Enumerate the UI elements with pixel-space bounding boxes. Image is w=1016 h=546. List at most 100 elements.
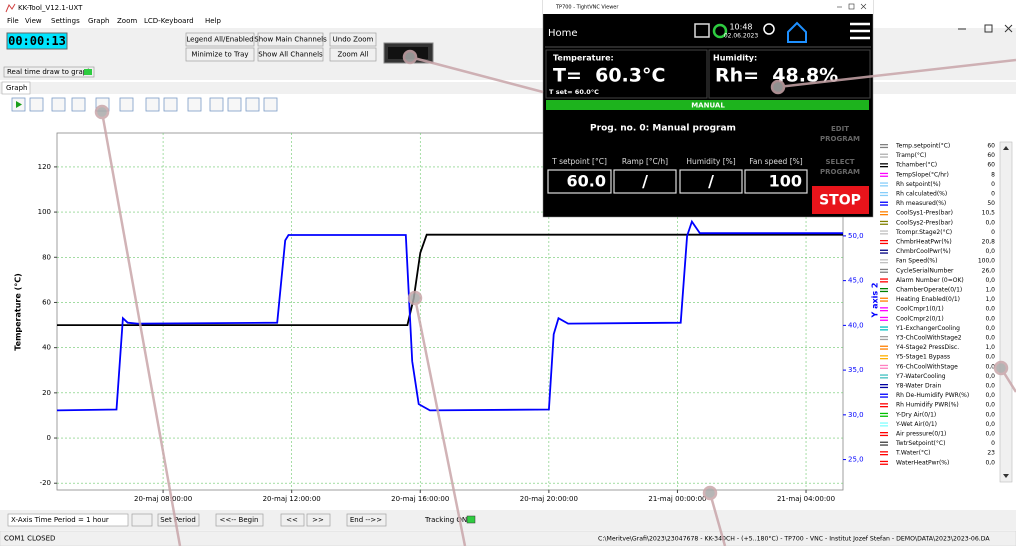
legend-name[interactable]: ChmbrHeatPwr(%) [896, 239, 952, 246]
legend-name[interactable]: WaterHeatPwr(%) [896, 459, 949, 466]
legend-swatch [880, 320, 888, 321]
legend-swatch [880, 269, 888, 270]
vnc-select[interactable]: SELECT [826, 158, 855, 166]
vnc-mode: MANUAL [691, 102, 725, 110]
legend-name[interactable]: Y5-Stage1 Bypass [895, 354, 950, 361]
legend-value: 0,0 [985, 411, 995, 418]
menu-item[interactable]: LCD-Keyboard [144, 17, 194, 25]
legend-name[interactable]: Rh setpoint(%) [896, 181, 941, 188]
legend-swatch [880, 384, 888, 385]
legend-swatch [880, 259, 888, 260]
period-spin[interactable] [132, 514, 152, 526]
legend-swatch [880, 243, 888, 244]
legend-swatch [880, 435, 888, 436]
y2-tick-label: 35,0 [848, 366, 864, 374]
vnc-field-label: Ramp [°C/h] [622, 157, 668, 166]
legend-swatch [880, 202, 888, 203]
legend-name[interactable]: Rh Humidify PWR(%) [896, 402, 959, 409]
legend-swatch [880, 166, 888, 167]
legend-name[interactable]: Y3-ChCoolWithStage2 [895, 335, 962, 342]
legend-name[interactable]: CoolCmpr2(0/1) [896, 315, 944, 322]
tool-icon[interactable] [264, 98, 277, 111]
legend-name[interactable]: Y-Wet Air(0/1) [895, 421, 937, 428]
legend-swatch [880, 173, 888, 174]
set-period-label: Set Period [160, 516, 196, 524]
legend-value: 0,0 [985, 277, 995, 284]
legend-value: 0,0 [985, 402, 995, 409]
legend-name[interactable]: Tramp(°C) [895, 152, 926, 159]
y-tick-label: 60 [42, 298, 51, 306]
toolbar-button-label: Legend All/Enabled [186, 36, 253, 44]
legend-name[interactable]: Tcompr.Stage2(°C) [895, 229, 952, 236]
menu-item[interactable]: Settings [51, 17, 80, 25]
tool-icon[interactable] [30, 98, 43, 111]
tool-icon[interactable] [120, 98, 133, 111]
legend-swatch [880, 425, 888, 426]
menu-item[interactable]: View [25, 17, 42, 25]
legend-value: 0,0 [985, 325, 995, 332]
legend-swatch [880, 444, 888, 445]
legend-name[interactable]: TwtrSetpoint(°C) [895, 440, 945, 447]
tool-icon[interactable] [246, 98, 259, 111]
vnc-program: Prog. no. 0: Manual program [590, 124, 736, 134]
legend-value: 100,0 [978, 258, 995, 265]
y2-tick-label: 50,0 [848, 232, 864, 240]
legend-scrollbar[interactable] [1000, 142, 1012, 482]
menu-item[interactable]: Help [205, 17, 222, 25]
app-window: KK-Tool_V12.1-UXT FileViewSettingsGraphZ… [0, 0, 1016, 546]
legend-swatch [880, 182, 888, 183]
vnc-field-label: Fan speed [%] [749, 157, 802, 166]
legend-value: 0 [991, 191, 995, 198]
legend-name[interactable]: Y8-Water Drain [895, 383, 941, 390]
legend-name[interactable]: T.Water(°C) [895, 450, 930, 457]
tracking-indicator[interactable] [467, 516, 475, 523]
toolbar-button-label: Minimize to Tray [191, 51, 248, 59]
legend-name[interactable]: Rh measured(%) [896, 200, 946, 207]
legend-name[interactable]: Y1-ExchangerCooling [895, 325, 960, 332]
legend-name[interactable]: CoolSys2-Pres(bar) [896, 219, 953, 226]
legend-swatch [880, 214, 888, 215]
y-axis-label: Temperature (°C) [14, 273, 23, 351]
legend-swatch [880, 403, 888, 404]
menu-item[interactable]: Zoom [117, 17, 137, 25]
tool-icon[interactable] [228, 98, 241, 111]
legend-name[interactable]: ChamberOperate(0/1) [896, 287, 962, 294]
vnc-edit[interactable]: PROGRAM [820, 135, 860, 143]
legend-name[interactable]: Alarm Number (0=OK) [896, 277, 964, 284]
legend-name[interactable]: Rh De-Humidify PWR(%) [896, 392, 969, 399]
legend-swatch [880, 422, 888, 423]
legend-name[interactable]: CoolCmpr1(0/1) [896, 306, 944, 313]
tool-icon[interactable] [52, 98, 65, 111]
legend-name[interactable]: Y-Dry Air(0/1) [895, 411, 936, 418]
legend-swatch [880, 240, 888, 241]
legend-name[interactable]: Y6-ChCoolWithStage [895, 363, 958, 370]
tool-icon[interactable] [72, 98, 85, 111]
legend-name[interactable]: Y4-Stage2 PressDisc. [895, 344, 959, 351]
legend-name[interactable]: CoolSys1-Pres(bar) [896, 210, 953, 217]
legend-name[interactable]: Rh calculated(%) [896, 191, 947, 198]
x-tick-label: 20-maj 16:00:00 [391, 495, 449, 503]
vnc-temp: T= 60.3°C [553, 65, 665, 87]
legend-value: 0,0 [985, 431, 995, 438]
legend-name[interactable]: Fan Speed(%) [896, 258, 937, 265]
x-tick-label: 21-maj 00:00:00 [648, 495, 706, 503]
vnc-edit[interactable]: EDIT [831, 125, 849, 133]
y-tick-label: 100 [38, 208, 51, 216]
legend-name[interactable]: Y7-WaterCooling [895, 373, 946, 380]
tool-icon[interactable] [164, 98, 177, 111]
legend-name[interactable]: Temp.setpoint(°C) [895, 143, 950, 150]
legend-name[interactable]: ChmbrCoolPwr(%) [896, 248, 951, 255]
menu-item[interactable]: Graph [88, 17, 109, 25]
legend-name[interactable]: CycleSerialNumber [896, 267, 954, 274]
legend-value: 50 [987, 200, 995, 207]
tool-icon[interactable] [146, 98, 159, 111]
legend-name[interactable]: Tchamber(°C) [895, 162, 937, 169]
legend-value: 0,0 [985, 335, 995, 342]
tool-icon[interactable] [210, 98, 223, 111]
tool-icon[interactable] [188, 98, 201, 111]
legend-name[interactable]: Air pressure(0/1) [896, 431, 946, 438]
legend-name[interactable]: TempSlope(°C/hr) [895, 171, 949, 178]
menu-item[interactable]: File [7, 17, 19, 25]
vnc-select[interactable]: PROGRAM [820, 168, 860, 176]
legend-name[interactable]: Heating Enabled(0/1) [896, 296, 960, 303]
